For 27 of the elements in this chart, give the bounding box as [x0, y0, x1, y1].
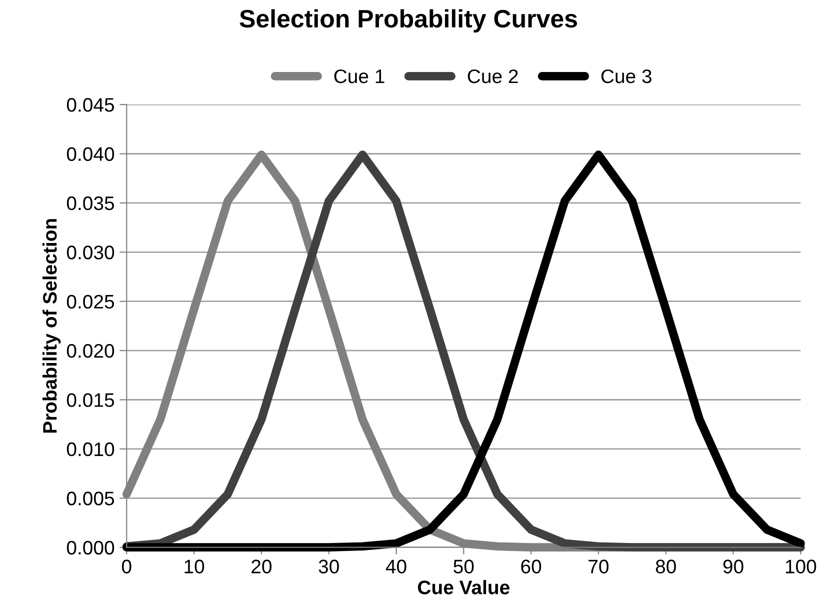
x-tick-label: 50 [454, 560, 474, 574]
x-tick-label: 100 [786, 560, 816, 574]
y-tick-label: 0.025 [66, 294, 114, 309]
y-tick-label: 0.045 [66, 98, 114, 112]
x-tick-label: 60 [521, 560, 542, 574]
y-axis-title: Probability of Selection [42, 219, 61, 433]
x-tick-label: 40 [386, 560, 406, 574]
chart-title: Selection Probability Curves [240, 9, 577, 33]
legend-label: Cue 2 [468, 69, 518, 84]
y-tick-label: 0.020 [66, 344, 114, 358]
x-tick-label: 90 [723, 560, 744, 574]
y-tick-label: 0.015 [66, 393, 114, 407]
x-tick-label: 80 [656, 560, 676, 574]
x-tick-label: 30 [318, 560, 339, 574]
y-tick-label: 0.040 [66, 147, 114, 161]
y-tick-label: 0.030 [66, 246, 114, 260]
legend-label: Cue 1 [334, 69, 384, 84]
x-tick-label: 70 [588, 560, 609, 574]
y-tick-label: 0.035 [66, 196, 114, 210]
x-axis-title: Cue Value [418, 580, 510, 594]
x-tick-label: 10 [184, 560, 204, 574]
y-tick-label: 0.005 [66, 492, 114, 506]
legend-label: Cue 3 [601, 69, 652, 84]
x-tick-label: 20 [252, 560, 272, 574]
x-tick-label: 0 [122, 560, 132, 574]
y-tick-label: 0.000 [66, 540, 114, 555]
y-tick-label: 0.010 [66, 442, 114, 456]
